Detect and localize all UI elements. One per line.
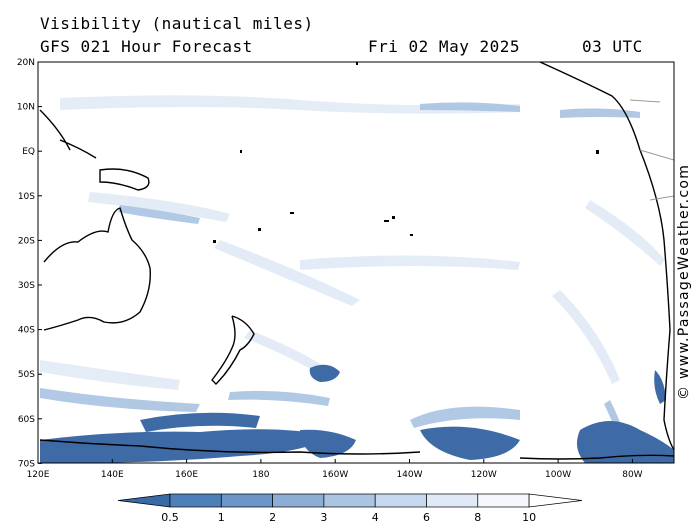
lon-label: 80W [622, 470, 642, 480]
lat-label: 60S [18, 415, 35, 425]
pacific-islands [213, 62, 599, 243]
colorbar-label: 8 [474, 511, 481, 524]
longitude-axis: 120E 140E 160E 180 160W 140W 120W 100W 80W [27, 459, 643, 480]
colorbar-high-cap [528, 493, 583, 508]
coastlines [39, 62, 674, 460]
new-zealand-coast [211, 315, 255, 385]
low-vis-regions [40, 364, 674, 463]
colorbar-segment [426, 493, 479, 508]
lon-label: 140W [396, 470, 422, 480]
map-frame [37, 61, 675, 464]
lon-label: 100W [545, 470, 571, 480]
lon-label: 120W [471, 470, 497, 480]
forecast-date: Fri 02 May 2025 [368, 37, 520, 56]
visibility-colorbar: 0.5 1 2 3 4 6 8 10 [117, 493, 583, 524]
light-haze-regions [40, 95, 665, 390]
south-america-borders [629, 99, 674, 201]
colorbar-low-cap [117, 493, 171, 508]
colorbar-label: 1 [218, 511, 225, 524]
colorbar-segment [323, 493, 376, 508]
map-area [39, 62, 674, 463]
australia-coast [43, 207, 151, 331]
colorbar-segment [477, 493, 530, 508]
sumatra-borneo-coast [39, 109, 97, 159]
latitude-axis: 20N 10N EQ 10S 20S 30S 40S 50S 60S 70S [17, 58, 42, 469]
colorbar-segment [272, 493, 325, 508]
colorbar-segment [169, 493, 222, 508]
lat-label: 10N [17, 103, 35, 113]
antarctica-coast [39, 439, 674, 460]
lon-label: 140E [101, 470, 124, 480]
medium-vis-regions [40, 102, 640, 456]
lat-label: 10S [18, 192, 35, 202]
lat-label: 20N [17, 58, 35, 68]
colorbar-label: 0.5 [161, 511, 179, 524]
lat-label: EQ [22, 147, 35, 157]
colorbar-label: 6 [423, 511, 430, 524]
map-title: Visibility (nautical miles) [40, 14, 314, 33]
lat-label: 40S [18, 326, 35, 336]
colorbar-label: 10 [522, 511, 536, 524]
lon-label: 160E [175, 470, 198, 480]
lon-label: 180 [252, 470, 269, 480]
lat-label: 70S [18, 459, 35, 469]
colorbar-label: 4 [372, 511, 379, 524]
colorbar-segment [220, 493, 273, 508]
new-guinea-coast [99, 168, 150, 191]
colorbar-label: 3 [320, 511, 327, 524]
lon-label: 160W [322, 470, 348, 480]
lat-label: 30S [18, 281, 35, 291]
lat-label: 20S [18, 236, 35, 246]
south-america-coast [539, 62, 674, 451]
forecast-subtitle: GFS 021 Hour Forecast [40, 37, 253, 56]
forecast-time: 03 UTC [582, 37, 643, 56]
lat-label: 50S [18, 370, 35, 380]
colorbar-segment [374, 493, 427, 508]
site-credit: © www.PassageWeather.com [676, 163, 692, 400]
lon-label: 120E [27, 470, 50, 480]
colorbar-label: 2 [269, 511, 276, 524]
